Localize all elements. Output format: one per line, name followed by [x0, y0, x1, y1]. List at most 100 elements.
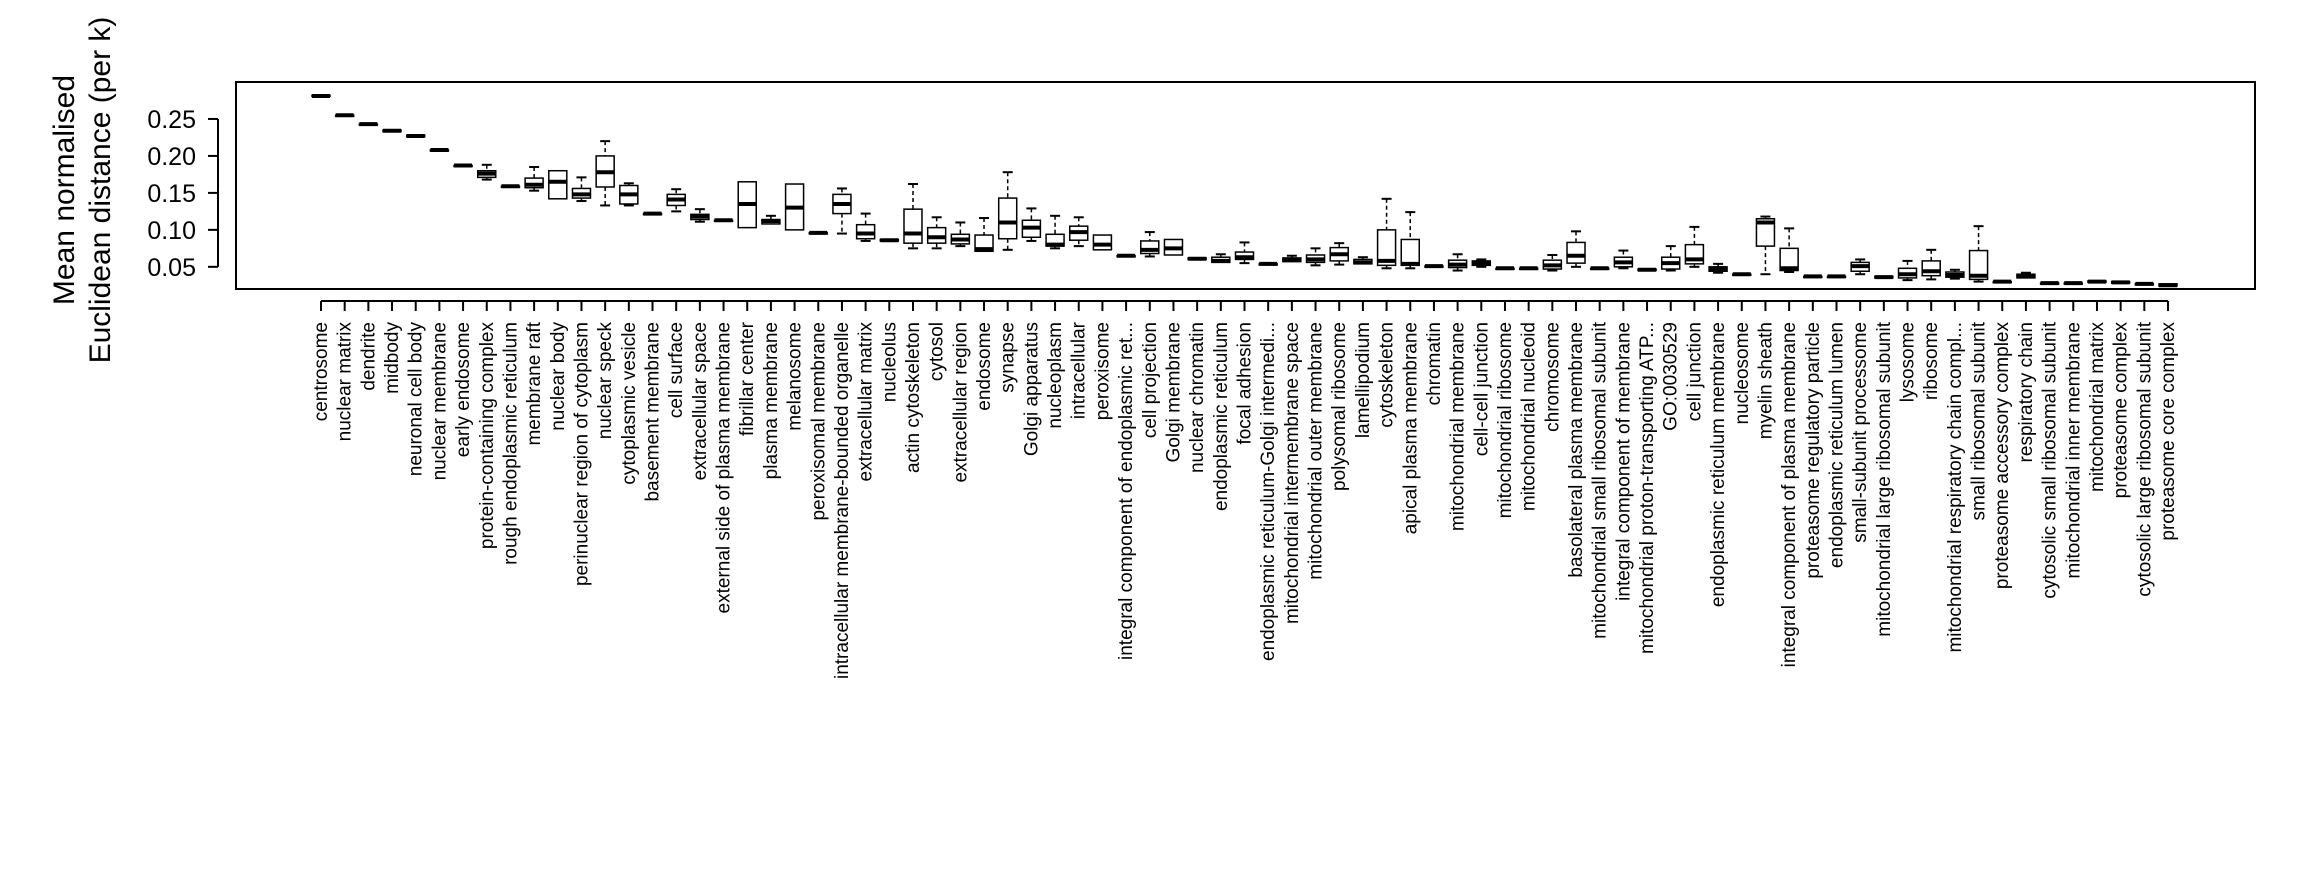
- boxes-layer: [311, 94, 2178, 288]
- box-47: [1424, 264, 1444, 269]
- x-tick-label: focal adhesion: [1235, 322, 1256, 445]
- box-37: [1187, 256, 1207, 261]
- x-tick-label: mitochondrial ribosome: [1495, 322, 1516, 518]
- box-18: [737, 181, 757, 229]
- x-tick-label: endoplasmic reticulum: [1211, 322, 1232, 511]
- box-54: [1589, 266, 1610, 271]
- y-tick-label: 0.15: [147, 180, 196, 208]
- x-tick-label: endoplasmic reticulum-Golgi intermedi...: [1258, 322, 1279, 661]
- x-tick-label: actin cytoskeleton: [903, 322, 924, 473]
- x-tick-label: centrosome: [311, 322, 332, 421]
- x-tick-label: mitochondrial respiratory chain compl...: [1945, 322, 1966, 653]
- x-tick-label: proteasome complex: [2111, 322, 2132, 499]
- x-tick-label: cytosol: [927, 322, 948, 381]
- box-32: [1068, 216, 1089, 248]
- x-tick-label: cytoplasmic vesicle: [619, 322, 640, 485]
- box-78: [2158, 283, 2178, 288]
- x-tick-label: early endosome: [453, 322, 474, 457]
- box-12: [595, 140, 615, 207]
- x-tick-label: Golgi membrane: [1163, 322, 1184, 462]
- box-19: [761, 214, 781, 225]
- box-1: [334, 113, 355, 118]
- x-tick-label: peroxisome: [1092, 322, 1113, 420]
- box-iqr: [548, 169, 568, 200]
- box-74: [2063, 281, 2084, 286]
- box-63: [1803, 274, 1823, 279]
- box-44: [1353, 256, 1373, 265]
- box-59: [1708, 262, 1728, 274]
- x-tick-label: endoplasmic reticulum lumen: [1826, 322, 1847, 568]
- box-72: [2016, 271, 2036, 279]
- box-66: [1874, 275, 1894, 280]
- box-iqr: [1779, 247, 1799, 272]
- box-iqr: [903, 208, 923, 244]
- box-8: [500, 184, 521, 189]
- x-tick-label: mitochondrial matrix: [2087, 322, 2108, 492]
- x-tick-label: cell-cell junction: [1471, 322, 1492, 456]
- x-tick-label: nucleoplasm: [1045, 322, 1066, 429]
- x-tick-label: lamellipodium: [1353, 322, 1374, 438]
- box-67: [1897, 259, 1918, 282]
- x-tick-label: melanosome: [785, 322, 806, 431]
- x-tick-label: nuclear matrix: [335, 322, 356, 442]
- box-51: [1518, 266, 1539, 271]
- box-0: [311, 94, 331, 99]
- x-tick-label: midbody: [382, 322, 403, 394]
- y-tick-label: 0.20: [147, 143, 196, 171]
- x-tick-label: small-subunit processome: [1850, 322, 1871, 543]
- x-tick-label: chromatin: [1424, 322, 1445, 405]
- x-tick-label: intracellular membrane-bounded organelle: [832, 322, 853, 679]
- x-tick-label: mitochondrial inner membrane: [2063, 322, 2084, 579]
- box-iqr: [1092, 234, 1113, 251]
- box-64: [1826, 274, 1847, 279]
- x-tick-label: neuronal cell body: [406, 322, 427, 477]
- x-tick-label: cytosolic large ribosomal subunit: [2134, 321, 2155, 596]
- box-iqr: [1376, 229, 1397, 267]
- box-iqr: [997, 197, 1018, 240]
- x-tick-label: small ribosomal subunit: [1969, 321, 1990, 520]
- x-tick-label: perinuclear region of cytoplasm: [571, 322, 592, 586]
- x-tick-label: proteasome accessory complex: [1992, 322, 2013, 590]
- x-tick-label: cell junction: [1684, 322, 1705, 421]
- box-45: [1376, 197, 1397, 270]
- box-38: [1211, 253, 1231, 264]
- box-60: [1732, 272, 1752, 277]
- box-25: [903, 183, 923, 250]
- box-21: [808, 230, 829, 235]
- x-tick-label: cytosolic small ribosomal subunit: [2040, 321, 2061, 598]
- y-axis: 0.05 0.10 0.15 0.20 0.25: [147, 106, 219, 282]
- x-tick-label: intracellular: [1069, 321, 1090, 419]
- box-4: [405, 133, 426, 138]
- x-tick-label: protein-containing complex: [477, 322, 498, 550]
- x-tick-label: nuclear body: [548, 322, 569, 431]
- x-tick-label: nucleosome: [1732, 322, 1753, 424]
- x-tick-label: mitochondrial large ribosomal subunit: [1874, 321, 1895, 636]
- box-49: [1471, 258, 1492, 268]
- box-15: [666, 188, 686, 213]
- box-39: [1234, 241, 1255, 265]
- x-tick-label: extracellular space: [690, 322, 711, 480]
- x-tick-label: external side of plasma membrane: [714, 322, 735, 613]
- box-14: [642, 211, 663, 216]
- box-70: [1968, 225, 1989, 283]
- y-tick-label: 0.10: [147, 217, 196, 245]
- box-65: [1850, 258, 1870, 276]
- box-55: [1613, 249, 1634, 270]
- box-iqr: [1755, 218, 1776, 247]
- box-35: [1140, 231, 1160, 258]
- x-tick-label: proteasome regulatory particle: [1803, 322, 1824, 579]
- y-tick-label: 0.05: [147, 254, 196, 282]
- box-26: [926, 216, 947, 250]
- x-tick-label: endosome: [974, 322, 995, 411]
- x-tick-label: basolateral plasma membrane: [1566, 322, 1587, 578]
- x-tick-label: mitochondrial outer membrane: [1306, 322, 1327, 580]
- x-tick-label: integral component of membrane: [1613, 322, 1634, 601]
- box-7: [477, 163, 497, 181]
- box-13: [619, 182, 639, 207]
- box-71: [1992, 279, 2012, 284]
- box-22: [832, 187, 852, 235]
- box-16: [690, 208, 710, 223]
- box-23: [855, 212, 876, 242]
- box-68: [1921, 248, 1941, 281]
- x-tick-label: nuclear speck: [595, 322, 616, 440]
